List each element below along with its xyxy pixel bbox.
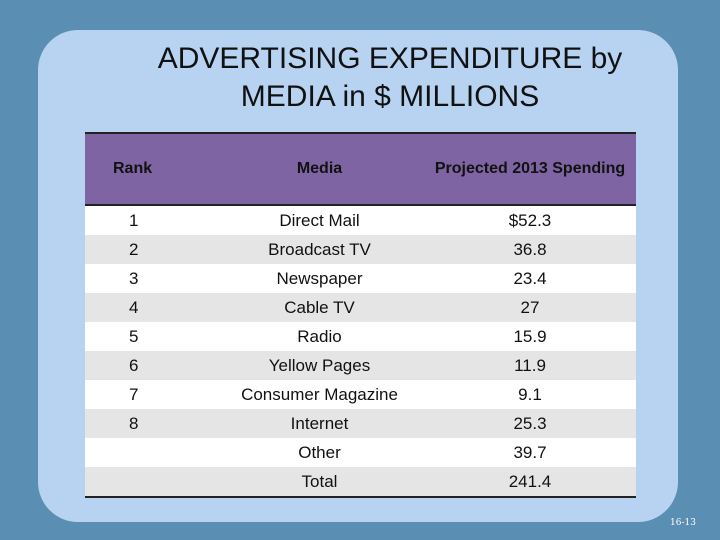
cell-media: Broadcast TV (268, 239, 371, 259)
cell-rank: 2 (129, 239, 139, 259)
header-media: Media (215, 132, 424, 206)
cell-rank: 6 (129, 355, 139, 375)
cell-media: Cable TV (284, 297, 355, 317)
slide-panel (38, 30, 678, 522)
title-line-2: MEDIA in $ MILLIONS (240, 80, 540, 113)
cell-spending: 15.9 (513, 326, 547, 346)
table-row: 6 Yellow Pages 11.9 (85, 351, 636, 380)
header-rank: Rank (85, 132, 215, 206)
cell-media: Other (298, 442, 341, 462)
cell-spending: 25.3 (513, 413, 547, 433)
cell-spending: $52.3 (508, 210, 552, 230)
cell-rank (85, 438, 215, 467)
table-row: 8 Internet 25.3 (85, 409, 636, 438)
cell-spending: 9.1 (518, 384, 542, 404)
table-row: 1 Direct Mail $52.3 (85, 205, 636, 235)
slide-title: ADVERTISING EXPENDITURE by MEDIA in $ MI… (70, 40, 710, 116)
cell-spending: 39.7 (513, 442, 547, 462)
slide-number: 16-13 (670, 518, 696, 528)
table-row: 7 Consumer Magazine 9.1 (85, 380, 636, 409)
cell-rank: 3 (129, 268, 139, 288)
cell-rank: 5 (129, 326, 139, 346)
cell-spending: 23.4 (513, 268, 547, 288)
cell-spending: 27 (520, 297, 540, 317)
cell-spending: 241.4 (424, 467, 636, 498)
expenditure-table: Rank Media Projected 2013 Spending 1 Dir… (85, 132, 636, 498)
table-row: 3 Newspaper 23.4 (85, 264, 636, 293)
cell-media: Internet (290, 413, 349, 433)
cell-media: Consumer Magazine (241, 384, 398, 404)
cell-media: Radio (297, 326, 342, 346)
table-header-row: Rank Media Projected 2013 Spending (85, 132, 636, 206)
table-row: 2 Broadcast TV 36.8 (85, 235, 636, 264)
cell-rank: 4 (129, 297, 139, 317)
table-row: 5 Radio 15.9 (85, 322, 636, 351)
cell-spending: 11.9 (514, 355, 546, 375)
cell-rank (85, 467, 215, 498)
cell-media: Total (215, 467, 424, 498)
table-row-total: Total 241.4 (85, 467, 636, 498)
table-row-other: Other 39.7 (85, 438, 636, 467)
cell-rank: 7 (129, 384, 139, 404)
cell-rank: 8 (129, 413, 139, 433)
cell-media: Newspaper (276, 268, 363, 288)
header-spending: Projected 2013 Spending (424, 132, 636, 206)
cell-rank: 1 (129, 210, 139, 230)
title-line-1: ADVERTISING EXPENDITURE by (157, 42, 623, 75)
cell-media: Direct Mail (279, 210, 360, 230)
cell-media: Yellow Pages (268, 355, 371, 375)
cell-spending: 36.8 (513, 239, 547, 259)
table-row: 4 Cable TV 27 (85, 293, 636, 322)
